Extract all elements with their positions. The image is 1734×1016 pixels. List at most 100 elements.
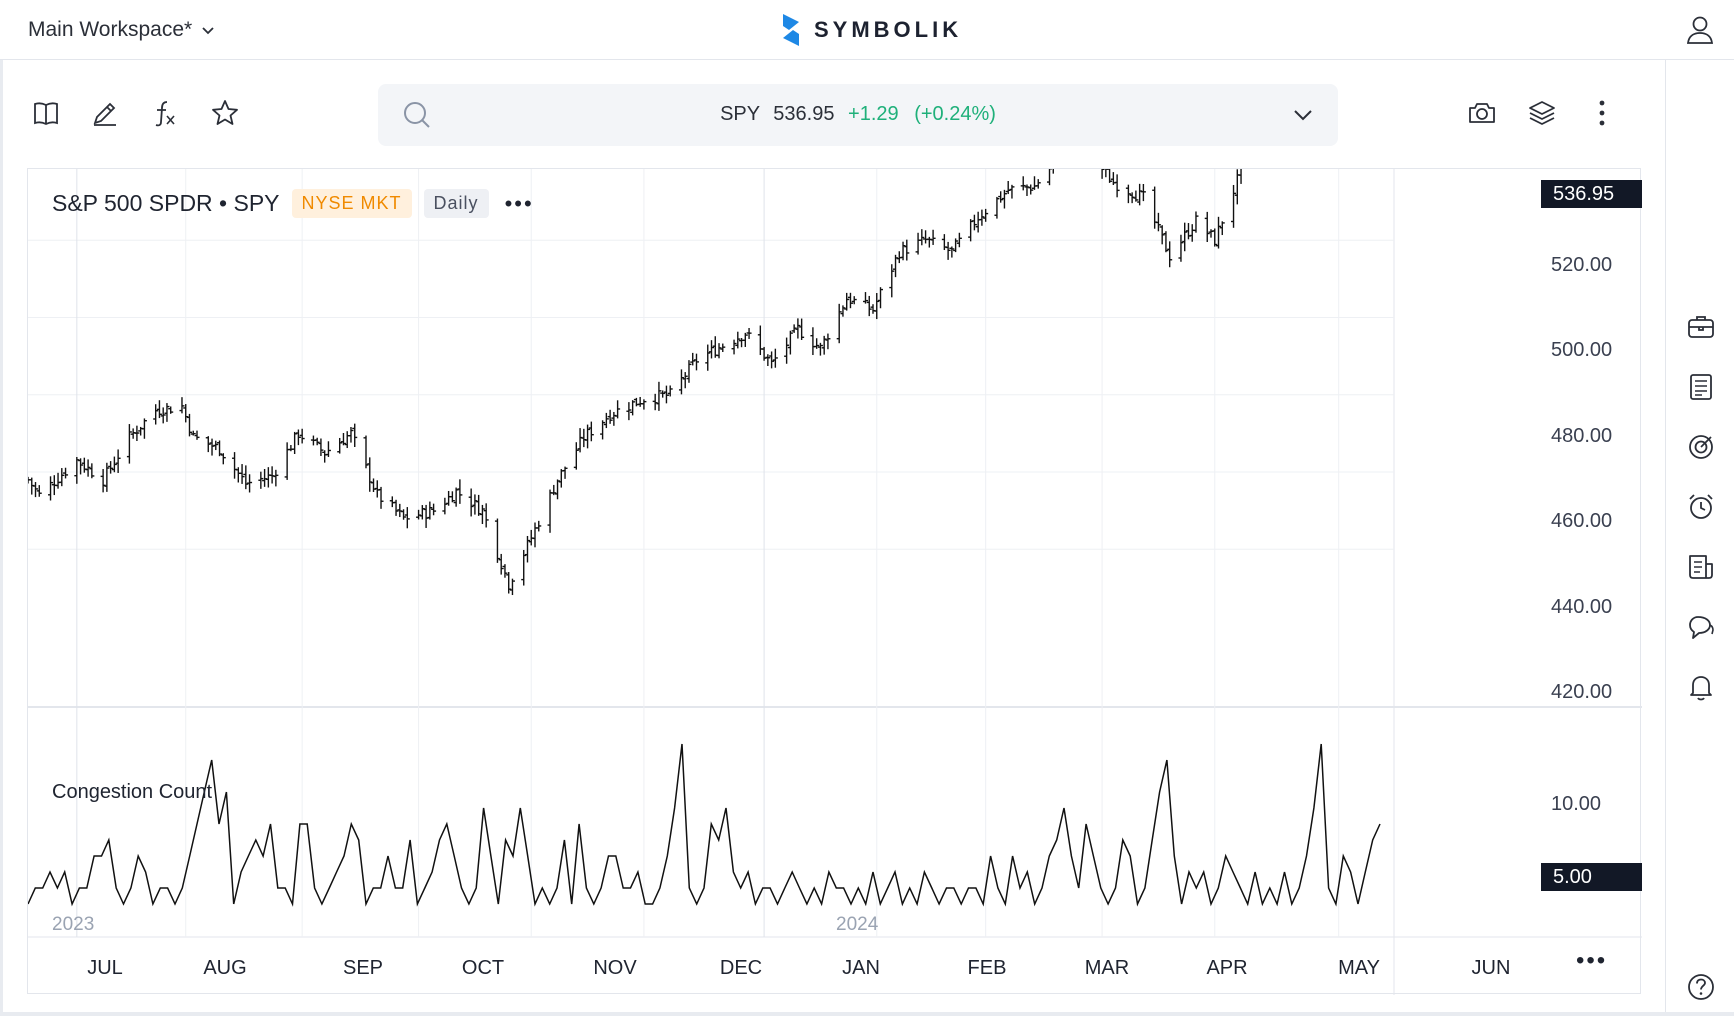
ohlc-bar — [600, 420, 606, 440]
ohlc-bar — [1020, 176, 1026, 191]
quote-change: +1.29 — [848, 103, 899, 125]
chat-icon[interactable] — [1686, 612, 1716, 642]
ohlc-bar — [663, 385, 669, 404]
ohlc-bar — [419, 505, 425, 520]
ohlc-bar — [378, 486, 384, 509]
ohlc-bar — [1193, 211, 1199, 233]
ohlc-bar — [416, 509, 422, 520]
ohlc-bar — [427, 501, 433, 520]
kebab-icon[interactable] — [1587, 98, 1617, 128]
ohlc-bar — [1155, 212, 1161, 232]
price-tick-label: 480.00 — [1551, 425, 1613, 447]
ohlc-bar — [709, 340, 715, 359]
ohlc-bar — [945, 241, 951, 260]
legend-more-button[interactable]: ••• — [504, 190, 534, 216]
ohlc-bar — [866, 295, 872, 317]
ohlc-bar — [232, 452, 238, 479]
ohlc-bar — [449, 491, 455, 503]
year-label: 2023 — [52, 914, 95, 935]
ohlc-bar — [555, 479, 561, 500]
chart-panel[interactable]: S&P 500 SPDR • SPY NYSE MKT Daily ••• Co… — [27, 168, 1642, 995]
ohlc-bar — [742, 332, 748, 347]
ohlc-bar — [352, 423, 358, 448]
axis-more-button[interactable]: ••• — [1576, 947, 1608, 974]
chart-title: S&P 500 SPDR • SPY — [52, 190, 280, 216]
book-icon[interactable] — [31, 98, 61, 128]
user-icon[interactable] — [1684, 14, 1716, 46]
briefcase-icon[interactable] — [1686, 312, 1716, 342]
month-label: AUG — [203, 957, 247, 979]
price-tick-label: 420.00 — [1551, 681, 1613, 703]
ohlc-bar — [1185, 223, 1191, 240]
star-icon[interactable] — [210, 98, 240, 128]
ohlc-bar — [667, 385, 673, 397]
ohlc-bar — [397, 503, 403, 518]
month-label: MAR — [1084, 957, 1130, 979]
ohlc-bar — [33, 482, 39, 498]
ohlc-bar — [404, 507, 410, 529]
ohlc-bar — [1133, 190, 1139, 202]
workspace-selector[interactable]: Main Workspace* — [28, 18, 216, 42]
ohlc-bar — [607, 409, 613, 424]
ohlc-bar — [213, 440, 219, 451]
ohlc-bar — [637, 396, 643, 407]
ohlc-bar — [735, 331, 741, 349]
ohlc-bar — [1031, 176, 1037, 190]
help-icon[interactable] — [1686, 972, 1716, 1002]
ohlc-bar — [502, 564, 508, 578]
scanner-icon[interactable] — [1686, 432, 1716, 462]
ohlc-bar — [761, 346, 767, 361]
chart-canvas[interactable] — [28, 169, 1642, 995]
bell-icon[interactable] — [1686, 672, 1716, 702]
ohlc-bar — [265, 467, 271, 488]
price-tick-label: 520.00 — [1551, 254, 1613, 276]
ohlc-bar — [641, 399, 647, 410]
ohlc-bar — [217, 440, 223, 457]
window-bottom-border — [0, 1012, 1734, 1016]
ohlc-bar — [164, 403, 170, 422]
indicator-tick-label: 10.00 — [1551, 793, 1602, 815]
ohlc-bar — [205, 436, 211, 453]
ohlc-bar — [994, 196, 1000, 219]
ohlc-bar — [693, 353, 699, 371]
ohlc-bar — [111, 456, 117, 473]
ohlc-bar — [795, 318, 801, 339]
symbol-search[interactable]: SPY 536.95 +1.29 (+0.24%) — [378, 84, 1338, 146]
ohlc-bar — [975, 211, 981, 233]
ohlc-bar — [220, 453, 226, 465]
ohlc-bar — [431, 503, 437, 516]
ohlc-bar — [141, 418, 147, 439]
ohlc-bar — [551, 484, 557, 496]
alarm-icon[interactable] — [1686, 492, 1716, 522]
layers-icon[interactable] — [1527, 98, 1557, 128]
ohlc-bar — [971, 214, 977, 231]
ohlc-bar — [318, 438, 324, 456]
ohlc-bar — [656, 381, 662, 411]
month-label: MAY — [1338, 957, 1380, 979]
last-price-label: 536.95 — [1541, 180, 1642, 208]
month-label: JUN — [1471, 957, 1511, 979]
news-icon[interactable] — [1686, 552, 1716, 582]
ohlc-bar — [48, 476, 54, 501]
ohlc-bar — [690, 352, 696, 366]
ohlc-bar — [799, 318, 805, 340]
ohlc-bar — [1105, 169, 1109, 178]
ohlc-bar — [340, 432, 346, 446]
ohlc-bar — [126, 424, 132, 464]
interval-badge[interactable]: Daily — [423, 189, 489, 218]
ohlc-bar — [1167, 241, 1173, 268]
ohlc-bar — [983, 208, 989, 222]
ohlc-bar — [348, 427, 354, 443]
ohlc-bar — [904, 239, 910, 261]
camera-icon[interactable] — [1467, 98, 1497, 128]
chevron-down-icon[interactable] — [1292, 104, 1314, 126]
ohlc-bar — [243, 465, 249, 490]
watchlist-icon[interactable] — [1686, 372, 1716, 402]
ohlc-bar — [731, 339, 737, 355]
ohlc-bar — [536, 520, 542, 532]
pencil-icon[interactable] — [90, 98, 120, 128]
workspace-label: Main Workspace* — [28, 18, 193, 41]
ohlc-bar — [115, 449, 121, 473]
ohlc-bar — [686, 360, 692, 383]
function-icon[interactable] — [150, 98, 180, 128]
